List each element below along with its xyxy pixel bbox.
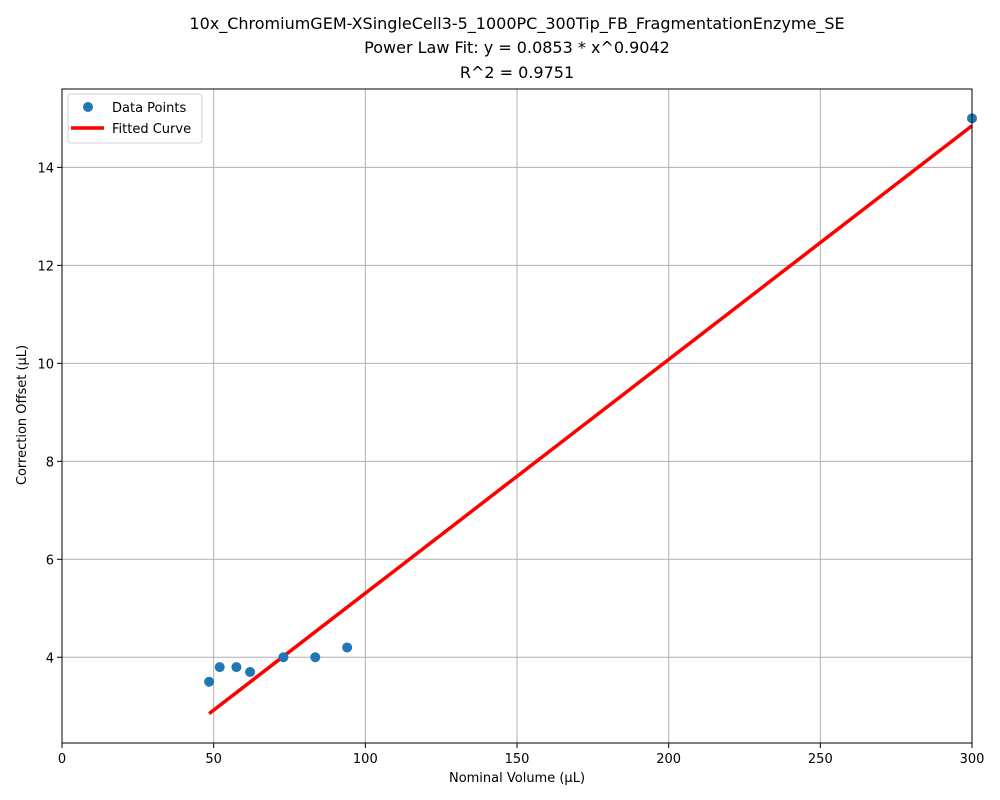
data-point — [342, 642, 353, 653]
legend-label-data-points: Data Points — [112, 101, 186, 116]
y-tick-label: 12 — [37, 259, 54, 274]
grid-lines — [61, 89, 973, 743]
y-tick-label: 8 — [46, 455, 54, 470]
x-tick-label: 150 — [505, 752, 530, 767]
x-tick-label: 0 — [58, 752, 66, 767]
x-tick-label: 50 — [205, 752, 222, 767]
legend-frame — [67, 93, 203, 144]
legend-label-fitted-curve: Fitted Curve — [112, 122, 191, 137]
data-point — [310, 652, 321, 663]
x-tick-label: 100 — [353, 752, 378, 767]
y-tick-label: 6 — [46, 553, 54, 568]
data-point — [278, 652, 289, 663]
chart-title-line-3: R^2 = 0.9751 — [460, 63, 574, 82]
data-point — [204, 676, 215, 687]
chart-title-line-1: 10x_ChromiumGEM-XSingleCell3-5_1000PC_30… — [189, 14, 844, 34]
y-axis-label: Correction Offset (µL) — [15, 345, 30, 485]
y-tick-label: 14 — [37, 161, 54, 176]
x-tick-label: 250 — [808, 752, 833, 767]
axes: 0 50 100 150 200 250 300 4 6 8 10 12 14 — [37, 88, 985, 767]
y-tick-label: 10 — [37, 357, 54, 372]
fitted-curve-line — [208, 124, 974, 715]
chart-title-line-2: Power Law Fit: y = 0.0853 * x^0.9042 — [364, 38, 670, 57]
data-point — [214, 662, 225, 673]
plot-frame — [61, 88, 973, 744]
x-axis-label: Nominal Volume (µL) — [449, 771, 585, 786]
x-tick-label: 300 — [960, 752, 985, 767]
x-tick-label: 200 — [656, 752, 681, 767]
y-tick-label: 4 — [46, 651, 54, 666]
legend-marker-data-points — [83, 102, 93, 112]
data-point — [231, 662, 242, 673]
data-point — [245, 666, 256, 677]
legend: Data Points Fitted Curve — [67, 93, 203, 144]
